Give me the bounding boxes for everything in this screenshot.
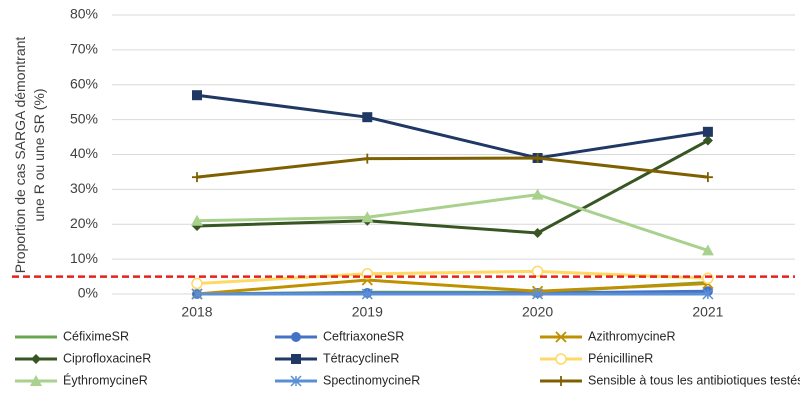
x-tick-label: 2019	[352, 304, 383, 320]
marker	[532, 227, 543, 238]
legend-label: TétracyclineR	[323, 351, 399, 365]
marker	[702, 135, 713, 146]
x-tick-label: 2020	[522, 304, 553, 320]
marker	[191, 214, 203, 226]
series-line	[196, 139, 709, 235]
marker	[532, 288, 544, 300]
series-line	[196, 193, 709, 252]
y-tick-label: 20%	[70, 215, 98, 231]
marker	[362, 153, 373, 164]
marker	[30, 375, 42, 386]
marker	[192, 90, 202, 101]
y-axis-title-line: Proportion de cas SARGA démontrant	[12, 37, 28, 274]
marker	[702, 288, 714, 300]
marker	[361, 211, 374, 223]
legend-label: PénicillineR	[588, 351, 653, 365]
legend-label: ÉythromycineR	[63, 372, 148, 387]
marker	[555, 331, 567, 343]
marker	[701, 244, 714, 256]
x-tick-label: 2018	[181, 304, 212, 320]
legend-label: Sensible à tous les antibiotiques testés	[588, 373, 800, 387]
y-tick-label: 60%	[70, 75, 98, 91]
legend: CéfiximeSR CeftriaxoneSR AzithromycineR Cip…	[15, 329, 800, 387]
marker	[191, 288, 203, 300]
marker	[702, 126, 713, 137]
marker	[531, 188, 544, 200]
marker	[531, 265, 544, 278]
marker	[702, 172, 713, 183]
legend-label: CiprofloxacineR	[63, 351, 151, 365]
marker	[556, 376, 566, 386]
y-tick-label: 10%	[70, 250, 98, 266]
y-axis-title: Proportion de cas SARGA démontrant une R …	[12, 37, 47, 274]
marker	[532, 152, 543, 163]
x-tick-label: 2021	[692, 304, 723, 320]
legend-label: AzithromycineR	[588, 329, 676, 343]
y-axis-title-line: une R ou une SR (%)	[31, 88, 47, 221]
y-tick-label: 0%	[78, 285, 98, 301]
marker	[362, 112, 373, 123]
marker	[31, 354, 41, 364]
y-tick-label: 40%	[70, 145, 98, 161]
series-line	[196, 278, 708, 296]
legend-label: SpectinomycineR	[323, 373, 420, 387]
marker	[290, 375, 302, 387]
legend-label: CeftriaxoneSR	[323, 329, 404, 343]
marker	[191, 277, 203, 290]
y-tick-label: 80%	[70, 6, 98, 22]
marker	[291, 354, 301, 364]
series-line	[196, 269, 708, 286]
y-tick-label: 50%	[70, 110, 98, 126]
marker	[291, 332, 301, 342]
y-tick-label: 70%	[70, 41, 98, 57]
marker	[555, 353, 567, 365]
marker	[192, 172, 202, 183]
legend-label: CéfiximeSR	[63, 329, 129, 343]
marker	[361, 288, 373, 300]
marker	[702, 272, 714, 285]
y-tick-label: 30%	[70, 180, 98, 196]
series-line	[196, 156, 709, 179]
series-line	[196, 93, 709, 160]
